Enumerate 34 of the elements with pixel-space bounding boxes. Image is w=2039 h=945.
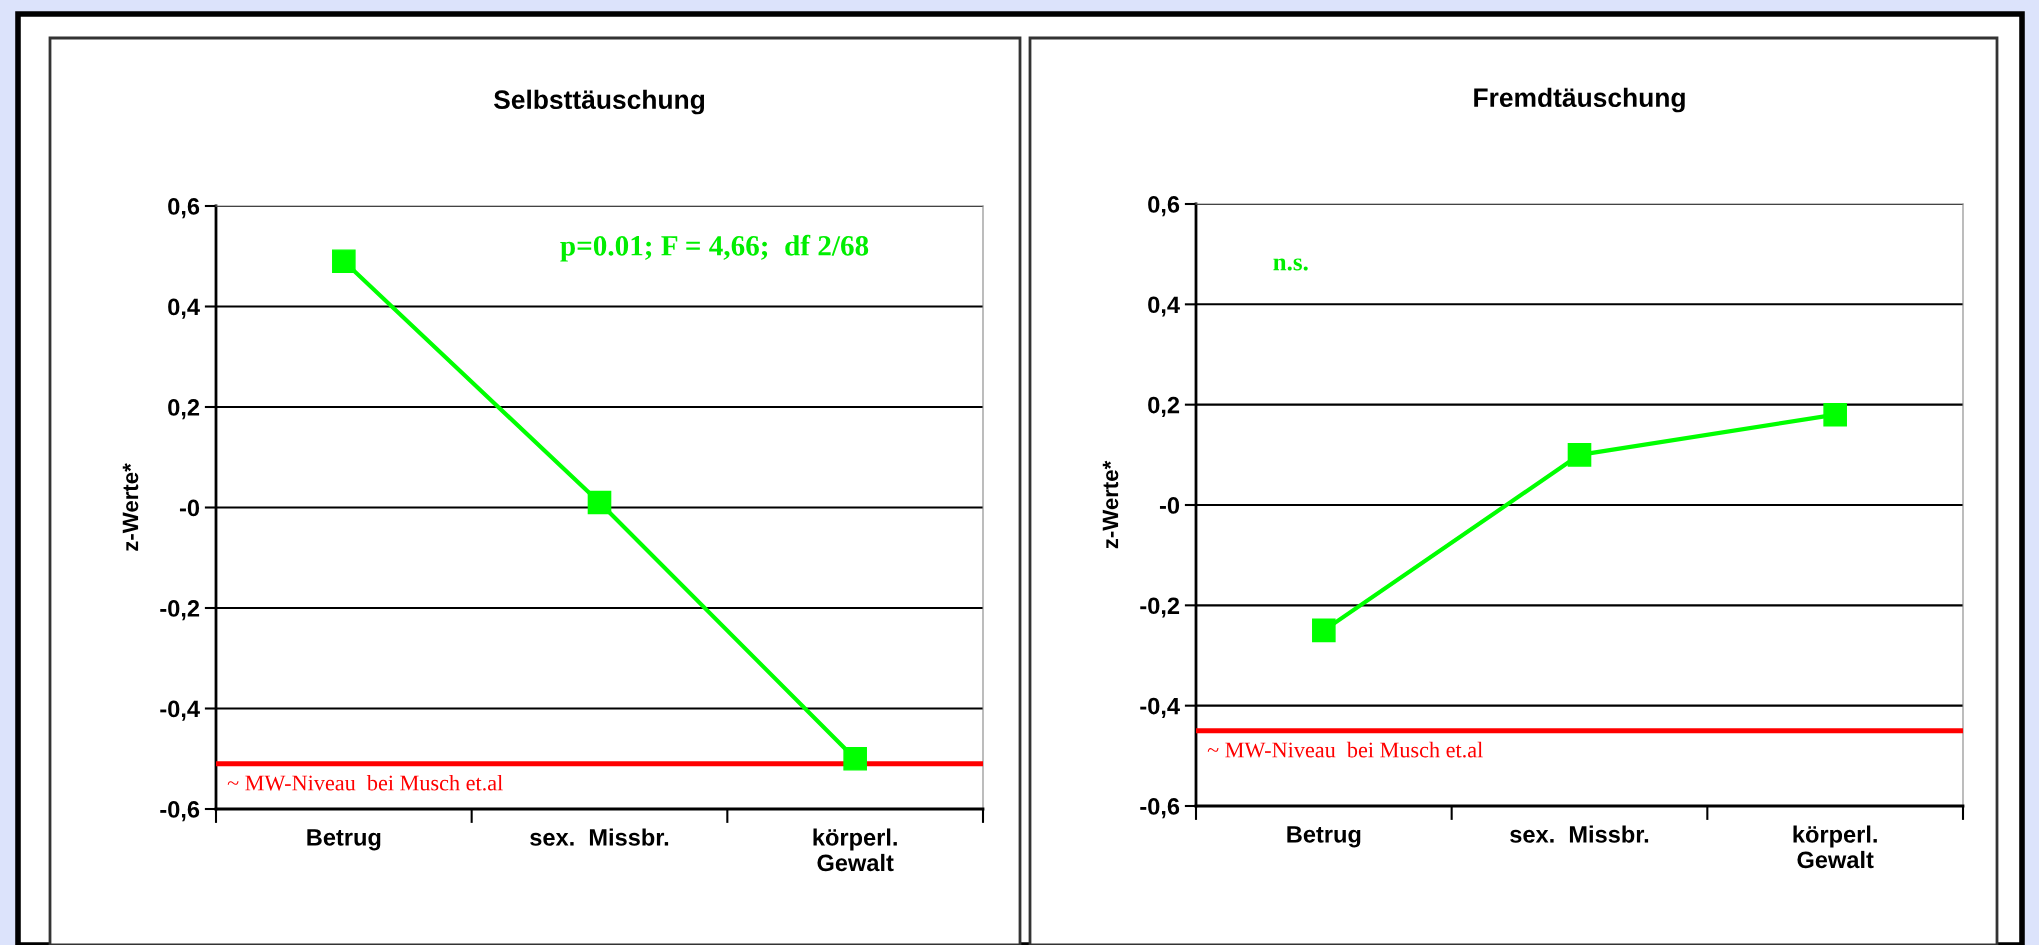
x-tick-label: körperl. Gewalt (813, 828, 897, 872)
chart-title: Fremdtäuschung (1474, 87, 1685, 113)
y-tick-label: -0 (179, 499, 200, 517)
x-tick-label: Betrug (307, 829, 381, 851)
point (332, 249, 356, 274)
y-tick-label: 0,4 (1148, 296, 1180, 317)
y-tick-label: 0,2 (1148, 396, 1180, 417)
y-tick-label: -0 (1159, 497, 1180, 514)
y-tick-label: -0,4 (160, 700, 200, 721)
chart-title: Selbsttäuschung (493, 89, 705, 115)
x-tick-label: sex. Missbr. (1510, 825, 1649, 843)
point (843, 746, 867, 771)
x-tick-label: körperl. Gewalt (1793, 825, 1877, 869)
point (1312, 618, 1336, 643)
ref-line-label: ~ MW-Niveau bei Musch et.al (227, 774, 503, 791)
y-tick-label: -0,2 (1140, 597, 1180, 618)
point (1823, 402, 1847, 427)
y-tick-label: 0,6 (168, 198, 200, 219)
x-tick-label: Betrug (1287, 826, 1361, 848)
annotation: p=0.01; F = 4,66; df 2/68 (560, 234, 869, 262)
y-axis-title: z-Werte* (1102, 460, 1119, 549)
point (587, 490, 612, 515)
y-tick-label: 0,2 (168, 399, 200, 420)
ref-line-label: ~ MW-Niveau bei Musch et.al (1207, 741, 1483, 758)
y-tick-label: -0,4 (1140, 697, 1180, 718)
point (1567, 443, 1592, 467)
y-axis-title: z-Werte* (122, 463, 139, 551)
y-tick-label: -0,6 (160, 801, 200, 822)
x-tick-label: sex. Missbr. (530, 828, 669, 846)
y-tick-label: 0,4 (168, 298, 200, 319)
y-tick-label: -0,6 (1140, 798, 1180, 819)
y-tick-label: -0,2 (160, 600, 200, 621)
y-tick-label: 0,6 (1148, 196, 1180, 217)
annotation: n.s. (1273, 258, 1308, 271)
